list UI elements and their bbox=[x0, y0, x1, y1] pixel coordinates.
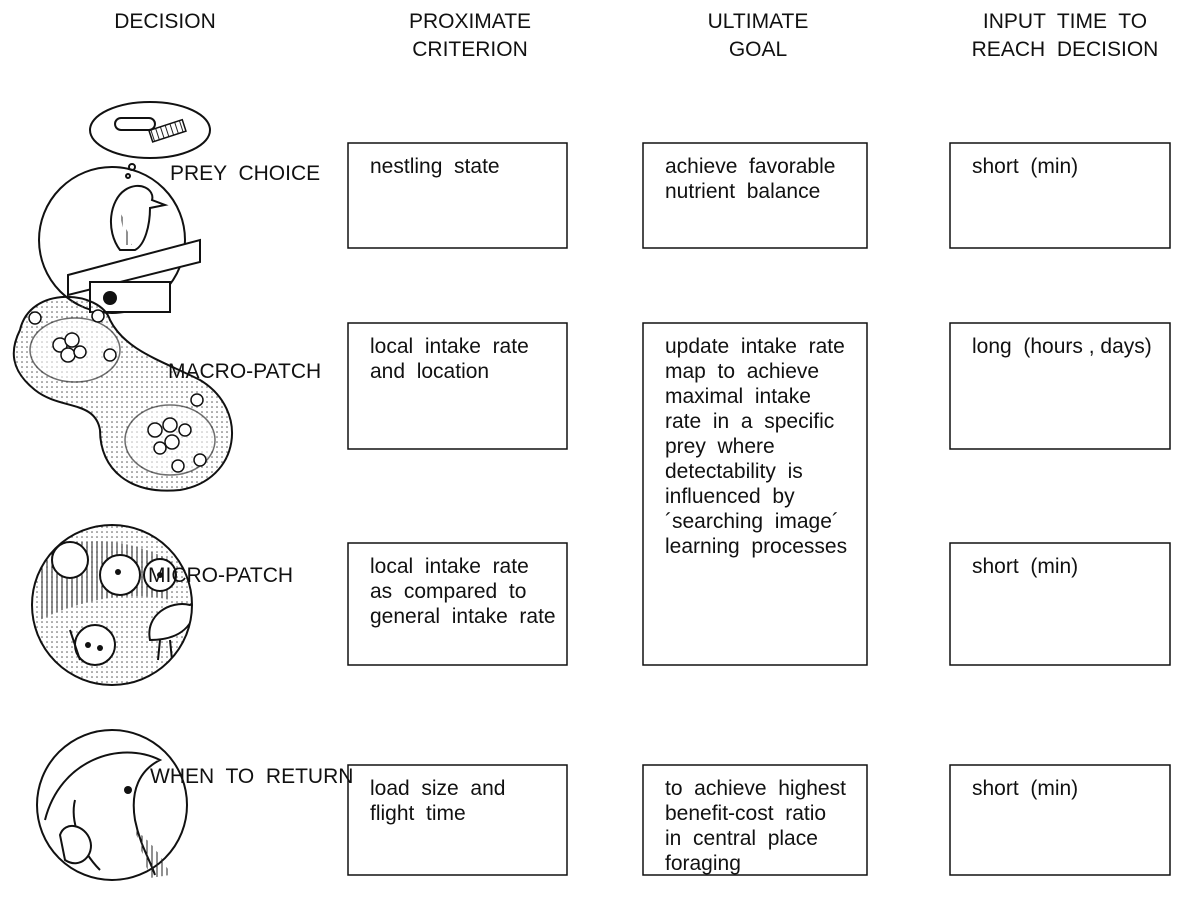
goal-text: benefit-cost ratio bbox=[665, 802, 826, 825]
micro-patch-illustration bbox=[31, 524, 193, 686]
goal-box bbox=[642, 764, 868, 876]
goal-text: in central place bbox=[665, 827, 818, 850]
criterion-text: load size and bbox=[370, 777, 505, 800]
goal-text: learning processes bbox=[665, 535, 847, 558]
goal-box bbox=[642, 142, 868, 249]
goal-text: achieve favorable bbox=[665, 155, 835, 178]
criterion-text: as compared to bbox=[370, 580, 526, 603]
criterion-box bbox=[347, 322, 568, 450]
goal-text: to achieve highest bbox=[665, 777, 846, 800]
column-header: REACH DECISION bbox=[972, 38, 1159, 61]
criterion-box bbox=[347, 542, 568, 666]
goal-text: update intake rate bbox=[665, 335, 845, 358]
prey-choice-illustration bbox=[38, 101, 211, 314]
time-box bbox=[949, 764, 1171, 876]
time-box bbox=[949, 322, 1171, 450]
column-header: GOAL bbox=[729, 38, 787, 61]
criterion-text: flight time bbox=[370, 802, 466, 825]
decision-label: PREY CHOICE bbox=[170, 162, 320, 185]
goal-text: influenced by bbox=[665, 485, 795, 508]
time-text: long (hours , days) bbox=[972, 335, 1152, 358]
decision-label: MICRO-PATCH bbox=[148, 564, 293, 587]
criterion-text: general intake rate bbox=[370, 605, 556, 628]
goal-text: maximal intake bbox=[665, 385, 811, 408]
time-box bbox=[949, 542, 1171, 666]
macro-patch-illustration bbox=[12, 295, 234, 492]
criterion-box bbox=[347, 764, 568, 876]
time-text: short (min) bbox=[972, 777, 1078, 800]
column-header: CRITERION bbox=[412, 38, 528, 61]
time-box bbox=[949, 142, 1171, 249]
column-header: ULTIMATE bbox=[708, 10, 809, 33]
goal-text: detectability is bbox=[665, 460, 803, 483]
goal-text: foraging bbox=[665, 852, 741, 875]
time-text: short (min) bbox=[972, 155, 1078, 178]
when-to-return-illustration bbox=[36, 729, 188, 881]
criterion-text: nestling state bbox=[370, 155, 500, 178]
goal-text: nutrient balance bbox=[665, 180, 820, 203]
criterion-text: local intake rate bbox=[370, 335, 529, 358]
column-header: PROXIMATE bbox=[409, 10, 531, 33]
goal-box bbox=[642, 322, 868, 666]
time-text: short (min) bbox=[972, 555, 1078, 578]
goal-text: map to achieve bbox=[665, 360, 819, 383]
decision-label: MACRO-PATCH bbox=[168, 360, 321, 383]
criterion-box bbox=[347, 142, 568, 249]
decision-label: WHEN TO RETURN bbox=[150, 765, 353, 788]
column-header: INPUT TIME TO bbox=[983, 10, 1147, 33]
goal-text: ´searching image´ bbox=[665, 510, 839, 533]
column-header: DECISION bbox=[114, 10, 216, 33]
goal-text: rate in a specific bbox=[665, 410, 834, 433]
criterion-text: local intake rate bbox=[370, 555, 529, 578]
goal-text: prey where bbox=[665, 435, 775, 458]
criterion-text: and location bbox=[370, 360, 489, 383]
